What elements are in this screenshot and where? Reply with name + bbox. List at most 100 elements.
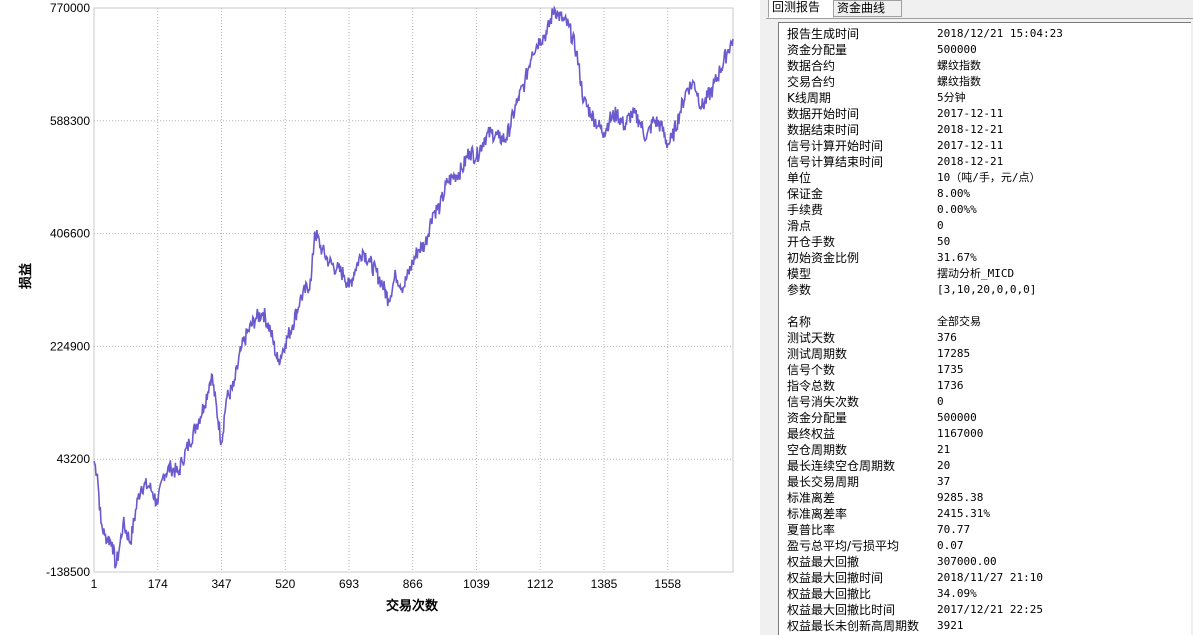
report-row[interactable]: 数据开始时间 2017-12-11 [779,106,1190,122]
report-key: 数据开始时间 [787,107,860,121]
report-value: 70.77 [937,523,971,536]
report-row[interactable]: 参数 [3,10,20,0,0,0] [779,282,1190,298]
report-key: 信号个数 [787,363,836,377]
y-axis-title: 损益 [18,263,34,289]
report-row[interactable]: 资金分配量 500000 [779,42,1190,58]
report-row[interactable]: 信号个数 1735 [779,362,1190,378]
report-key: 权益最大回撤 [787,555,860,569]
report-value: 2415.31% [937,507,990,520]
report-row[interactable]: 开仓手数 50 [779,234,1190,250]
report-key: 信号计算开始时间 [787,139,884,153]
report-row[interactable]: 夏普比率 70.77 [779,522,1190,538]
report-key: 盈亏总平均/亏损平均 [787,539,900,553]
report-value: [3,10,20,0,0,0] [937,283,1037,296]
report-row[interactable]: 交易合约 螺纹指数 [779,74,1190,90]
x-tick-label: 1 [91,577,98,591]
x-axis-title: 交易次数 [386,598,439,614]
report-key: 标准离差 [787,491,836,505]
report-key: 指令总数 [787,379,836,393]
report-key: 保证金 [787,187,824,201]
report-row[interactable]: 空仓周期数 21 [779,442,1190,458]
report-row[interactable]: 指令总数 1736 [779,378,1190,394]
report-row[interactable]: 资金分配量 500000 [779,410,1190,426]
pane-splitter[interactable] [760,0,766,635]
report-row[interactable]: 报告生成时间 2018/12/21 15:04:23 [779,26,1190,42]
report-value: 0 [937,395,944,408]
report-value: 螺纹指数 [937,75,981,88]
report-row[interactable]: 信号计算结束时间 2018-12-21 [779,154,1190,170]
report-key: K线周期 [787,91,831,105]
report-key: 参数 [787,283,812,297]
report-key: 最终权益 [787,427,836,441]
report-row[interactable]: 最终权益 1167000 [779,426,1190,442]
report-row[interactable]: 标准离差 9285.38 [779,490,1190,506]
report-row[interactable]: 名称 全部交易 [779,314,1190,330]
report-row[interactable]: 权益最大回撤比时间 2017/12/21 22:25 [779,602,1190,618]
report-row[interactable]: 最长连续空仓周期数 20 [779,458,1190,474]
report-row[interactable]: 手续费 0.00%% [779,202,1190,218]
report-value: 50 [937,235,951,248]
report-value: 500000 [937,411,977,424]
x-tick-label: 1558 [654,577,681,591]
report-key: 开仓手数 [787,235,836,249]
report-value: 21 [937,443,951,456]
report-row[interactable]: 信号计算开始时间 2017-12-11 [779,138,1190,154]
report-row[interactable]: 单位 10（吨/手，元/点） [779,170,1190,186]
report-row[interactable]: 保证金 8.00% [779,186,1190,202]
report-key: 夏普比率 [787,523,836,537]
report-key: 最长连续空仓周期数 [787,459,896,473]
report-key: 模型 [787,267,812,281]
report-value: 31.67% [937,251,977,264]
report-row[interactable]: 权益最大回撤时间 2018/11/27 21:10 [779,570,1190,586]
report-key: 名称 [787,315,812,329]
report-row[interactable]: 数据合约 螺纹指数 [779,58,1190,74]
report-value: 1735 [937,363,964,376]
y-tick-label: 588300 [50,114,90,128]
report-row[interactable]: 模型 摆动分析_MICD [779,266,1190,282]
x-tick-label: 866 [403,577,423,591]
report-key: 测试天数 [787,331,836,345]
report-value: 2018/12/21 15:04:23 [937,27,1063,40]
tab-equity-curve[interactable]: 资金曲线 [834,0,902,17]
report-key: 权益最大回撤时间 [787,571,884,585]
report-value: 17285 [937,347,971,360]
report-value: 1736 [937,379,964,392]
report-value: 5分钟 [937,91,966,104]
y-tick-label: -138500 [46,565,90,579]
tab-bar: 回测报告 资金曲线 [766,0,1193,19]
equity-curve-chart: 770000 588300 406600 224900 43200 -138500 1 174… [18,1,734,614]
report-value: 34.09% [937,587,977,600]
report-key: 测试周期数 [787,347,848,361]
report-value: 1167000 [937,427,984,440]
report-key: 数据合约 [787,59,836,73]
tab-backtest-report[interactable]: 回测报告 [768,0,834,18]
report-row[interactable]: 最长交易周期 37 [779,474,1190,490]
report-row[interactable]: 权益最大回撤 307000.00 [779,554,1190,570]
report-table[interactable]: 报告生成时间 2018/12/21 15:04:23 资金分配量 500000 数据合约… [778,22,1191,635]
report-row[interactable]: 信号消失次数 0 [779,394,1190,410]
report-key: 资金分配量 [787,43,848,57]
report-key: 信号消失次数 [787,395,860,409]
y-tick-label: 406600 [50,227,90,241]
report-row[interactable]: 数据结束时间 2018-12-21 [779,122,1190,138]
report-row[interactable]: 滑点 0 [779,218,1190,234]
report-row[interactable]: 测试周期数 17285 [779,346,1190,362]
report-row[interactable]: 初始资金比例 31.67% [779,250,1190,266]
report-value: 螺纹指数 [937,59,981,72]
x-tick-label: 693 [339,577,359,591]
y-tick-label: 43200 [57,452,91,466]
report-key: 信号计算结束时间 [787,155,884,169]
report-key: 滑点 [787,219,812,233]
report-key: 交易合约 [787,75,836,89]
x-tick-label: 1212 [527,577,554,591]
report-row[interactable]: 权益最长未创新高周期数 3921 [779,618,1190,634]
report-row[interactable]: 测试天数 376 [779,330,1190,346]
report-value: 2017-12-11 [937,107,1004,120]
report-value: 全部交易 [937,315,981,328]
report-row[interactable]: 盈亏总平均/亏损平均 0.07 [779,538,1190,554]
report-value: 2017-12-11 [937,139,1004,152]
report-row[interactable]: K线周期 5分钟 [779,90,1190,106]
report-row[interactable]: 权益最大回撤比 34.09% [779,586,1190,602]
report-row[interactable]: 标准离差率 2415.31% [779,506,1190,522]
